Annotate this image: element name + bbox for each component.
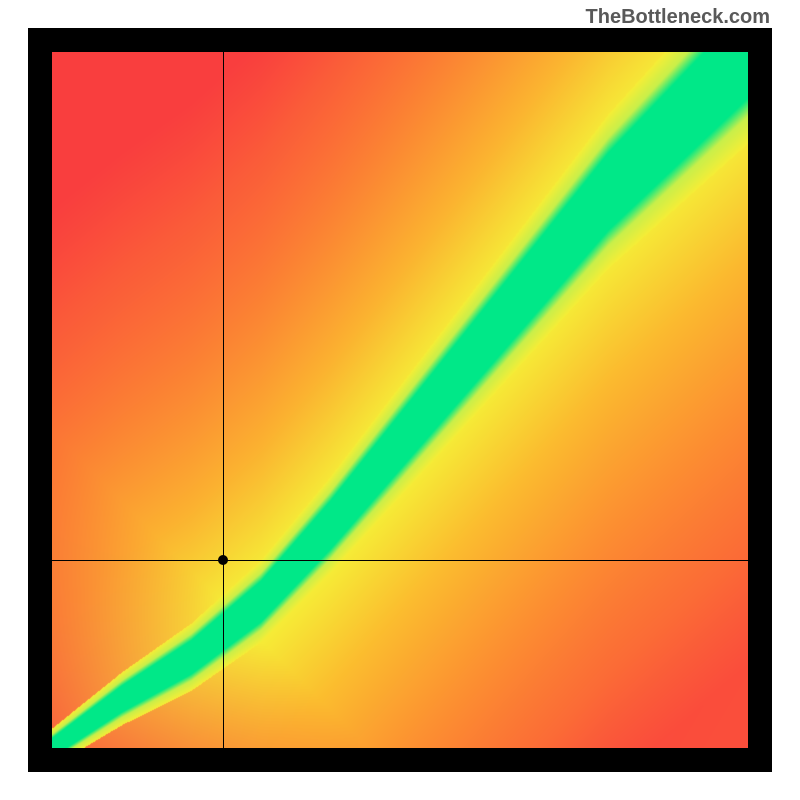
crosshair-marker <box>218 555 228 565</box>
attribution-text: TheBottleneck.com <box>586 6 770 29</box>
heatmap-canvas <box>52 52 748 748</box>
chart-container: TheBottleneck.com <box>0 0 800 800</box>
crosshair-vertical <box>223 52 224 748</box>
chart-outer-frame <box>28 28 772 772</box>
plot-area <box>52 52 748 748</box>
crosshair-horizontal <box>52 560 748 561</box>
